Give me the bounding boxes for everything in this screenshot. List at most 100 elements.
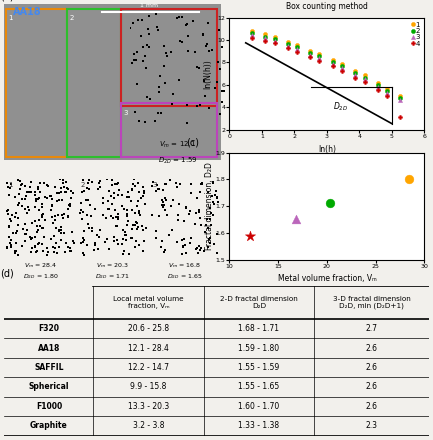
Point (60, 184, 67, 191)
Point (180, 243, 187, 250)
Point (39, 201, 45, 208)
Point (155, 185, 162, 192)
4 (272, 41, 277, 46)
1 (397, 94, 403, 99)
Point (84, 221, 91, 228)
Point (112, 214, 119, 221)
Point (36, 194, 43, 202)
Point (57, 224, 64, 231)
Point (46, 192, 53, 199)
Point (19, 243, 26, 250)
Point (62, 240, 69, 247)
Point (78, 199, 84, 206)
Point (129, 59, 136, 66)
3 (362, 77, 367, 82)
Point (13, 239, 20, 246)
Point (12, 213, 19, 220)
Point (19, 195, 26, 202)
Point (145, 30, 152, 37)
4 (397, 115, 403, 120)
4 (352, 75, 358, 80)
Point (32, 233, 39, 240)
Point (31, 189, 38, 196)
Point (17, 182, 24, 189)
Point (51, 213, 58, 220)
1 (330, 57, 335, 62)
Point (28, 249, 35, 256)
Text: $D_{2D}$ = 1.71: $D_{2D}$ = 1.71 (95, 272, 130, 281)
Point (165, 231, 172, 238)
Point (187, 181, 194, 188)
Point (207, 240, 213, 247)
Point (36, 239, 42, 246)
Point (170, 91, 177, 98)
Point (12, 248, 19, 255)
Point (197, 244, 204, 251)
Point (67, 201, 74, 208)
Point (67, 245, 74, 252)
Point (61, 248, 68, 255)
Point (145, 43, 152, 50)
Point (129, 225, 136, 232)
Point (40, 180, 47, 187)
Point (144, 41, 151, 48)
Text: 12.2 - 14.7: 12.2 - 14.7 (128, 363, 169, 372)
Point (200, 247, 207, 254)
3 (317, 55, 322, 61)
Point (169, 197, 176, 204)
Point (24, 188, 31, 195)
Point (129, 186, 136, 193)
Point (83, 185, 90, 192)
Point (128, 235, 135, 242)
1 (362, 73, 367, 78)
Point (218, 98, 225, 105)
Point (136, 207, 142, 214)
Point (8, 236, 15, 243)
Point (68, 187, 75, 194)
Point (108, 200, 115, 207)
Point (68, 228, 75, 235)
Point (35, 217, 42, 224)
Point (55, 212, 61, 219)
Text: 2.7: 2.7 (365, 324, 378, 333)
Point (216, 26, 223, 33)
Text: 2.3: 2.3 (365, 422, 378, 430)
Text: Spherical: Spherical (29, 382, 69, 392)
Point (102, 238, 109, 246)
Point (55, 196, 62, 203)
Point (188, 190, 195, 197)
Text: $D_{2D}$: $D_{2D}$ (333, 101, 349, 113)
Point (60, 229, 67, 236)
Point (48, 213, 55, 220)
X-axis label: ln(h): ln(h) (318, 144, 336, 154)
Point (209, 47, 216, 54)
Point (81, 252, 88, 259)
Point (39, 211, 46, 218)
2 (352, 70, 358, 76)
Point (148, 183, 155, 190)
Point (105, 188, 112, 195)
Point (55, 243, 62, 250)
Point (155, 185, 162, 192)
Point (39, 204, 45, 211)
1 (294, 42, 300, 48)
Point (125, 188, 132, 195)
Text: 2.6: 2.6 (365, 344, 378, 352)
Point (142, 224, 149, 231)
Point (19, 226, 26, 233)
Point (86, 202, 93, 209)
Point (95, 246, 102, 253)
Point (131, 57, 138, 64)
Point (58, 212, 65, 219)
Point (128, 187, 135, 194)
Point (81, 237, 87, 244)
Text: $V_m$ = 12.1: $V_m$ = 12.1 (159, 140, 196, 150)
Text: 12.1 - 28.4: 12.1 - 28.4 (128, 344, 169, 352)
Text: 3.2 - 3.8: 3.2 - 3.8 (133, 422, 165, 430)
Point (207, 209, 214, 216)
Point (208, 221, 215, 228)
Point (138, 222, 145, 229)
4 (249, 35, 255, 40)
Point (176, 13, 183, 20)
Point (184, 119, 191, 126)
